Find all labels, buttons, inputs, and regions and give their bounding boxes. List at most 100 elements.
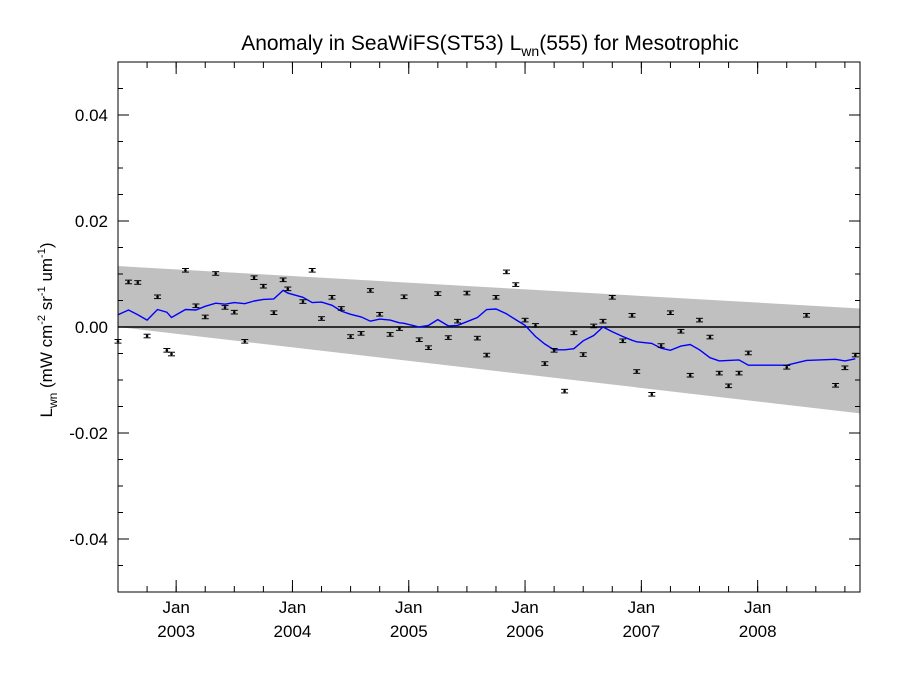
x-tick-label-year: 2008 (739, 622, 777, 641)
data-point (706, 334, 714, 340)
data-point (181, 267, 189, 273)
data-point-marker (708, 335, 712, 339)
chart-title: Anomaly in SeaWiFS(ST53) Lwn(555) for Me… (241, 32, 739, 59)
data-point (686, 372, 694, 378)
data-point-marker (136, 281, 140, 284)
data-point-marker (243, 340, 247, 343)
data-point-marker (476, 336, 479, 340)
data-point (841, 365, 849, 371)
chart-title-suffix: (555) for Mesotrophic (539, 32, 739, 55)
y-tick-label: 0.00 (75, 318, 108, 337)
data-point-marker (601, 319, 605, 323)
y-tick-label: 0.04 (75, 106, 108, 125)
data-point-marker (203, 315, 207, 319)
data-point (744, 350, 752, 356)
data-point (715, 370, 723, 376)
data-point-marker (805, 314, 808, 317)
data-point-marker (320, 317, 323, 320)
data-point (590, 323, 598, 329)
data-point (434, 291, 442, 296)
data-point-marker (727, 384, 730, 388)
data-point-marker (785, 365, 789, 369)
data-point-marker (262, 284, 265, 288)
y-tick-label: 0.02 (75, 212, 108, 231)
y-axis-label-subscript: wn (46, 393, 60, 409)
chart-title-prefix: Anomaly in SeaWiFS(ST53) L (241, 32, 521, 55)
data-point-marker (621, 339, 625, 343)
y-tick-label: -0.02 (69, 424, 108, 443)
data-point (400, 294, 408, 300)
x-tick-label-year: 2004 (274, 622, 312, 641)
data-point-marker (635, 370, 639, 373)
data-point (492, 295, 500, 300)
data-point-marker (223, 306, 227, 309)
data-point-marker (688, 373, 692, 377)
y-axis-label-main: L (37, 408, 56, 417)
data-point-marker (534, 324, 537, 327)
data-point-marker (446, 336, 450, 339)
data-point-marker (398, 327, 401, 330)
data-point-marker (436, 292, 440, 295)
data-point (444, 335, 452, 340)
data-point (619, 338, 627, 344)
y-axis-label-exp1: -2 (36, 315, 48, 325)
data-point (473, 335, 481, 341)
data-point (803, 313, 811, 318)
data-point (608, 295, 616, 300)
data-point-marker (417, 338, 421, 342)
y-axis-label-exp2: -1 (36, 286, 48, 296)
data-point-marker (170, 352, 173, 356)
data-point (483, 352, 491, 358)
data-point (725, 383, 733, 389)
data-point (386, 332, 394, 337)
data-point (318, 316, 326, 321)
data-point (347, 334, 355, 339)
data-point-marker (281, 278, 285, 282)
data-point-marker (581, 353, 585, 356)
data-point-marker (465, 291, 469, 295)
data-point (783, 364, 791, 370)
x-tick-label-year: 2003 (157, 622, 195, 641)
data-point-marker (679, 329, 683, 333)
data-point (337, 306, 345, 311)
data-point-marker (194, 304, 198, 308)
data-point-marker (272, 311, 276, 314)
y-axis-label-close: ) (37, 242, 56, 248)
data-point-marker (514, 283, 518, 286)
data-point-marker (310, 268, 314, 272)
data-point (259, 283, 267, 289)
data-point-marker (698, 318, 701, 322)
data-point (696, 317, 704, 323)
data-point (395, 326, 403, 331)
y-axis-label: Lwn (mW cm-2 sr-1 um-1) (36, 242, 60, 417)
data-point (735, 370, 743, 376)
data-point-marker (543, 362, 547, 365)
data-point (192, 303, 200, 309)
data-point (241, 339, 249, 344)
data-point-marker (456, 319, 459, 323)
x-tick-label-month: Jan (511, 598, 538, 617)
data-point-marker (592, 324, 595, 328)
data-point (463, 290, 471, 296)
data-point (230, 309, 238, 315)
data-point-marker (378, 312, 381, 316)
data-point (502, 269, 510, 275)
data-point (221, 305, 229, 310)
data-point-marker (717, 371, 721, 375)
data-point-marker (156, 295, 159, 299)
data-point (633, 369, 641, 374)
x-tick-label-year: 2005 (390, 622, 428, 641)
data-point (357, 331, 365, 336)
data-point (376, 311, 384, 317)
data-point (284, 286, 292, 292)
data-point-marker (184, 268, 187, 272)
plot-area: 0.04 0.02 0.00 -0.02 -0.04 Jan 2003 Jan 2004 Jan 2… (69, 61, 861, 641)
data-point (648, 392, 656, 397)
data-point (143, 333, 151, 339)
data-point (666, 310, 674, 315)
running-mean-line (117, 289, 856, 366)
data-point (250, 275, 258, 281)
data-point-marker (427, 346, 430, 349)
data-point (167, 351, 175, 357)
